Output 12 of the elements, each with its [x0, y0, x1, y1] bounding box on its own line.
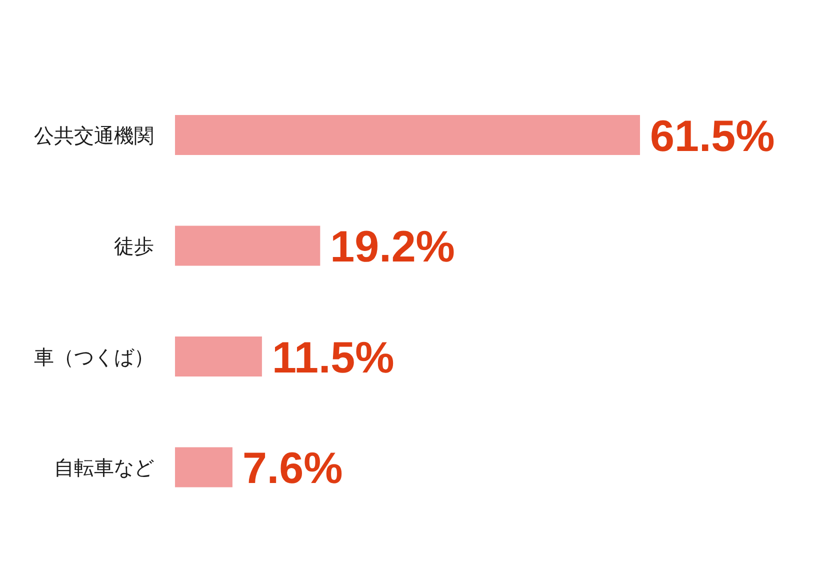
- data-label: 61.5%: [650, 112, 775, 161]
- bar: [175, 447, 232, 488]
- data-label: 19.2%: [330, 222, 455, 272]
- data-label: 7.6%: [242, 444, 343, 494]
- bar: [175, 115, 640, 155]
- bar: [175, 226, 320, 266]
- y-tick-label: 徒歩: [114, 236, 154, 258]
- data-label: 11.5%: [272, 333, 394, 382]
- bar: [175, 336, 262, 376]
- y-tick-label: 公共交通機関: [34, 125, 154, 148]
- y-tick-label: 車（つくば）: [34, 346, 154, 369]
- y-tick-label: 自転車など: [54, 458, 154, 480]
